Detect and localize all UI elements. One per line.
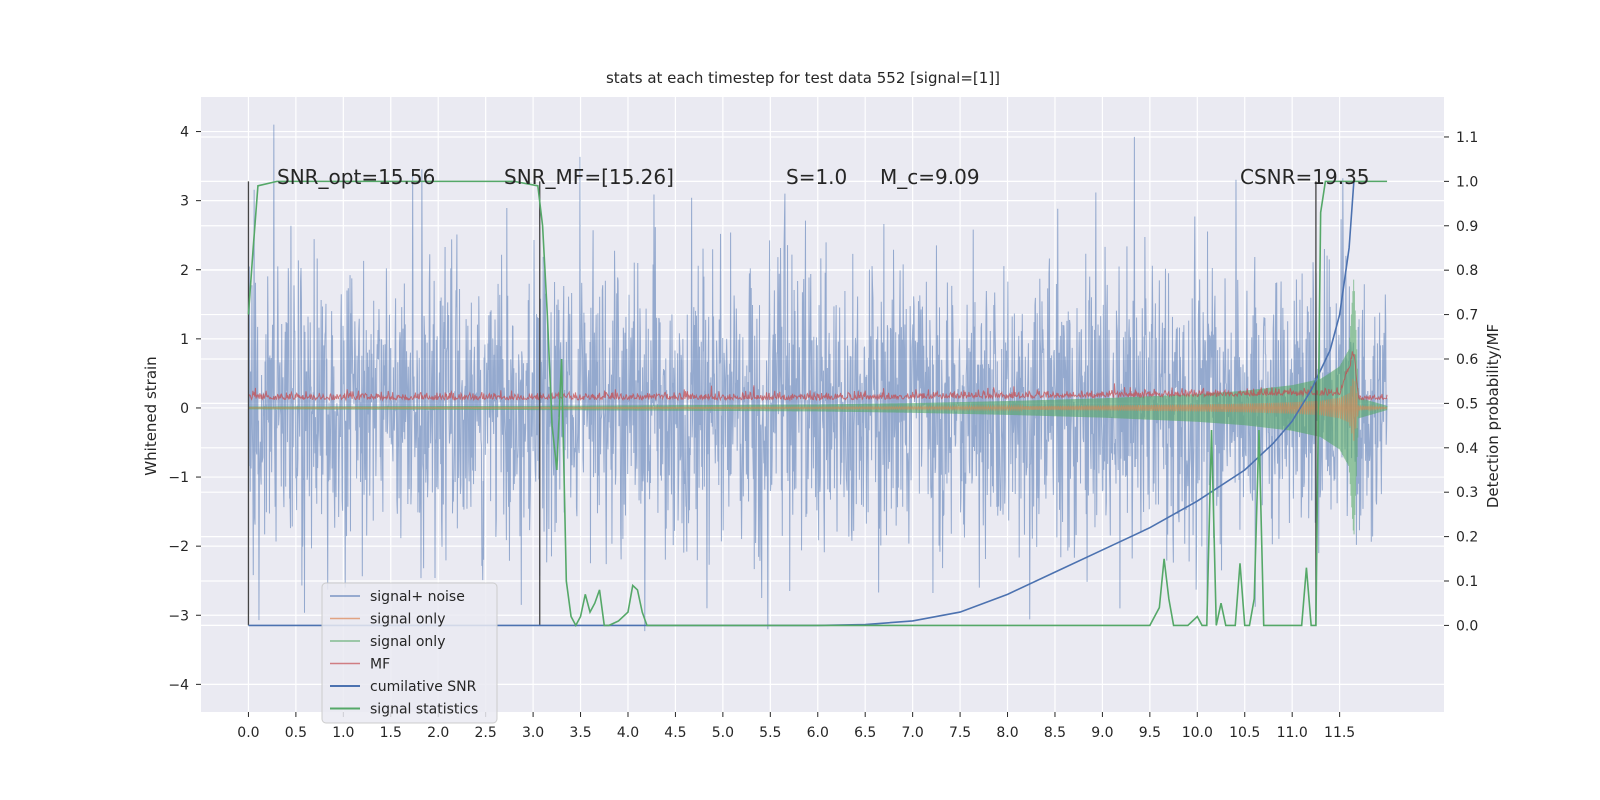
x-tick-label: 2.0 <box>427 725 449 741</box>
x-tick-label: 1.5 <box>380 725 402 741</box>
x-tick-label: 8.0 <box>996 725 1018 741</box>
x-tick-label: 0.0 <box>237 725 259 741</box>
y2-tick-label: 0.5 <box>1456 396 1478 412</box>
legend-entry: MF <box>370 657 390 673</box>
annotation-s: S=1.0 <box>786 165 847 189</box>
x-tick-label: 3.5 <box>569 725 591 741</box>
x-tick-label: 0.5 <box>285 725 307 741</box>
y-tick-label: −1 <box>168 470 189 486</box>
x-tick-label: 3.0 <box>522 725 544 741</box>
legend-entry: signal only <box>370 612 445 628</box>
y2-tick-label: 0.0 <box>1456 618 1478 634</box>
y-axis-label: Whitened strain <box>142 356 160 475</box>
y2-tick-label: 0.6 <box>1456 352 1478 368</box>
y2-tick-label: 0.4 <box>1456 441 1478 457</box>
y-tick-label: −4 <box>168 677 189 693</box>
x-tick-label: 7.5 <box>949 725 971 741</box>
y2-tick-label: 0.3 <box>1456 485 1478 501</box>
y-axis-ticks: 4 3 2 1 0 −1 −2 −3 −4 <box>168 125 201 693</box>
noise-series <box>247 124 1388 632</box>
annotation-snr-opt: SNR_opt=15.56 <box>277 165 435 189</box>
x-tick-label: 9.0 <box>1091 725 1113 741</box>
annotation-csnr: CSNR=19.35 <box>1240 165 1370 189</box>
legend-box <box>321 582 498 724</box>
annotation-snr-mf: SNR_MF=[15.26] <box>504 165 674 189</box>
signal-only-line <box>248 378 1388 441</box>
legend-entry: signal statistics <box>370 702 478 718</box>
x-tick-label: 8.5 <box>1044 725 1066 741</box>
y2-tick-label: 0.9 <box>1456 219 1478 235</box>
y-tick-label: −2 <box>168 539 189 555</box>
x-tick-label: 10.0 <box>1182 725 1213 741</box>
cumulative-snr-line <box>248 181 1355 627</box>
y2-axis-ticks: 1.1 1.0 0.9 0.8 0.7 0.6 0.5 0.4 0.3 0.2 0.1 0.0 <box>1444 130 1478 634</box>
y-tick-label: 1 <box>180 332 189 348</box>
y2-tick-label: 0.2 <box>1456 530 1478 546</box>
y-tick-label: 4 <box>180 125 189 141</box>
x-tick-label: 4.5 <box>664 725 686 741</box>
x-tick-label: 4.0 <box>617 725 639 741</box>
y-tick-label: 2 <box>180 263 189 279</box>
mf-line <box>247 351 1388 402</box>
x-tick-label: 6.5 <box>854 725 876 741</box>
x-tick-label: 5.5 <box>759 725 781 741</box>
x-tick-label: 5.0 <box>712 725 734 741</box>
x-tick-label: 9.5 <box>1139 725 1161 741</box>
x-tick-label: 7.0 <box>902 725 924 741</box>
signal-statistics-line <box>247 180 1388 628</box>
signal-noise-line <box>247 124 1388 632</box>
annotation-mc: M_c=9.09 <box>880 165 980 189</box>
y2-tick-label: 0.7 <box>1456 308 1478 324</box>
y2-tick-label: 0.1 <box>1456 574 1478 590</box>
y2-tick-label: 1.1 <box>1456 130 1478 146</box>
x-tick-label: 11.0 <box>1277 725 1308 741</box>
right-axis-lines <box>247 180 1388 628</box>
y-tick-label: 0 <box>180 401 189 417</box>
y-tick-label: 3 <box>180 194 189 210</box>
vertical-markers <box>247 181 1317 626</box>
y2-tick-label: 1.0 <box>1456 174 1478 190</box>
y-tick-label: −3 <box>168 608 189 624</box>
legend-entry: signal+ noise <box>370 589 465 605</box>
signal-only-series <box>248 378 1388 441</box>
chart-title: stats at each timestep for test data 552… <box>606 69 1000 87</box>
x-tick-label: 6.0 <box>807 725 829 741</box>
x-tick-label: 10.5 <box>1229 725 1260 741</box>
x-tick-label: 1.0 <box>332 725 354 741</box>
y2-axis-label: Detection probability/MF <box>1484 324 1502 508</box>
x-tick-label: 11.5 <box>1324 725 1355 741</box>
x-tick-label: 2.5 <box>475 725 497 741</box>
x-axis-ticks: 0.0 0.5 1.0 1.5 2.0 2.5 3.0 3.5 4.0 4.5 5.0 5.5 6.0 6… <box>237 712 1355 741</box>
y2-tick-label: 0.8 <box>1456 263 1478 279</box>
legend: signal+ noise signal only signal only MF cum… <box>321 582 498 724</box>
legend-entry: cumilative SNR <box>370 679 477 695</box>
mf-series <box>247 351 1388 402</box>
legend-entry: signal only <box>370 634 445 650</box>
